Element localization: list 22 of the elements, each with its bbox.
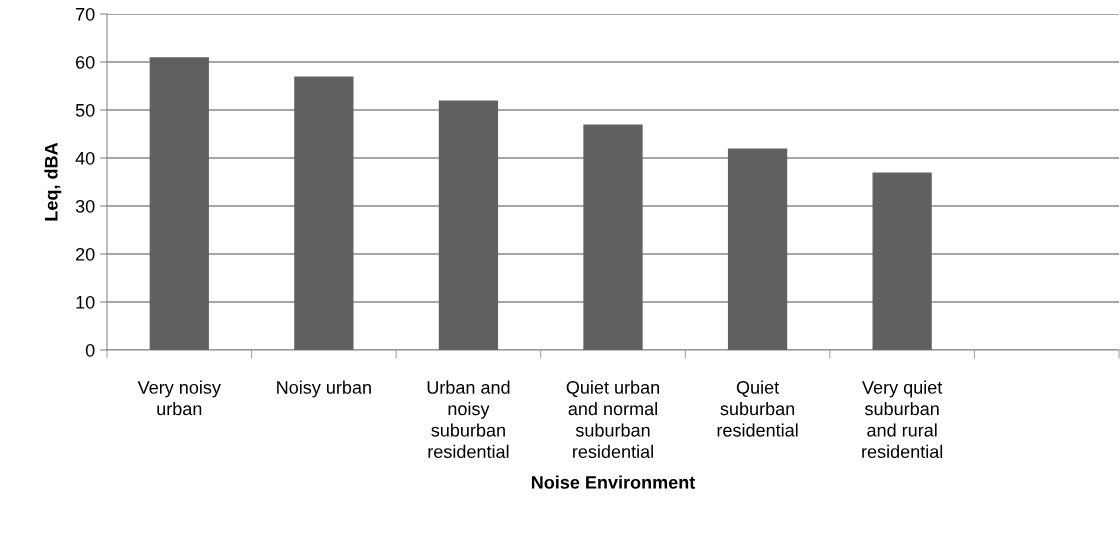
y-tick-label: 70: [76, 7, 95, 21]
x-tick-label: Noisy urban: [277, 380, 371, 398]
y-tick-label: 50: [75, 103, 95, 117]
x-tick-label: Very quiet suburban and rural residential: [862, 380, 943, 459]
y-tick-label: 10: [76, 295, 95, 309]
x-tick-label: Very noisy urban: [137, 380, 221, 416]
bar: [149, 57, 209, 350]
x-tick-label: Quiet suburban residential: [717, 380, 798, 437]
bar: [872, 172, 932, 350]
y-tick-label: 40: [75, 151, 95, 165]
bar: [438, 100, 499, 350]
x-axis-title: Noise Environment: [531, 475, 696, 489]
y-tick-label: 20: [76, 247, 95, 261]
y-axis-title: Leq, dBA: [44, 142, 62, 221]
bar: [583, 124, 643, 350]
y-tick-label: 0: [85, 343, 95, 357]
x-tick-label: Urban and noisy suburban residential: [427, 380, 510, 459]
bar: [294, 76, 354, 350]
x-tick-label: Quiet urban and normal suburban residential: [566, 380, 660, 459]
y-tick-label: 30: [75, 199, 95, 213]
y-tick-label: 60: [76, 55, 95, 69]
bar: [727, 148, 788, 350]
